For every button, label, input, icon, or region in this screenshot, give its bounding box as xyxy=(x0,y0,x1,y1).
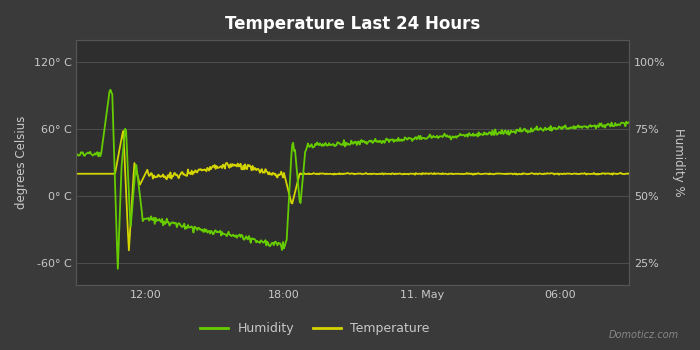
Text: Domoticz.com: Domoticz.com xyxy=(609,329,679,340)
Y-axis label: degrees Celsius: degrees Celsius xyxy=(15,116,28,209)
Legend: Humidity, Temperature: Humidity, Temperature xyxy=(195,317,435,340)
Title: Temperature Last 24 Hours: Temperature Last 24 Hours xyxy=(225,15,480,33)
Y-axis label: Humidity %: Humidity % xyxy=(672,128,685,197)
